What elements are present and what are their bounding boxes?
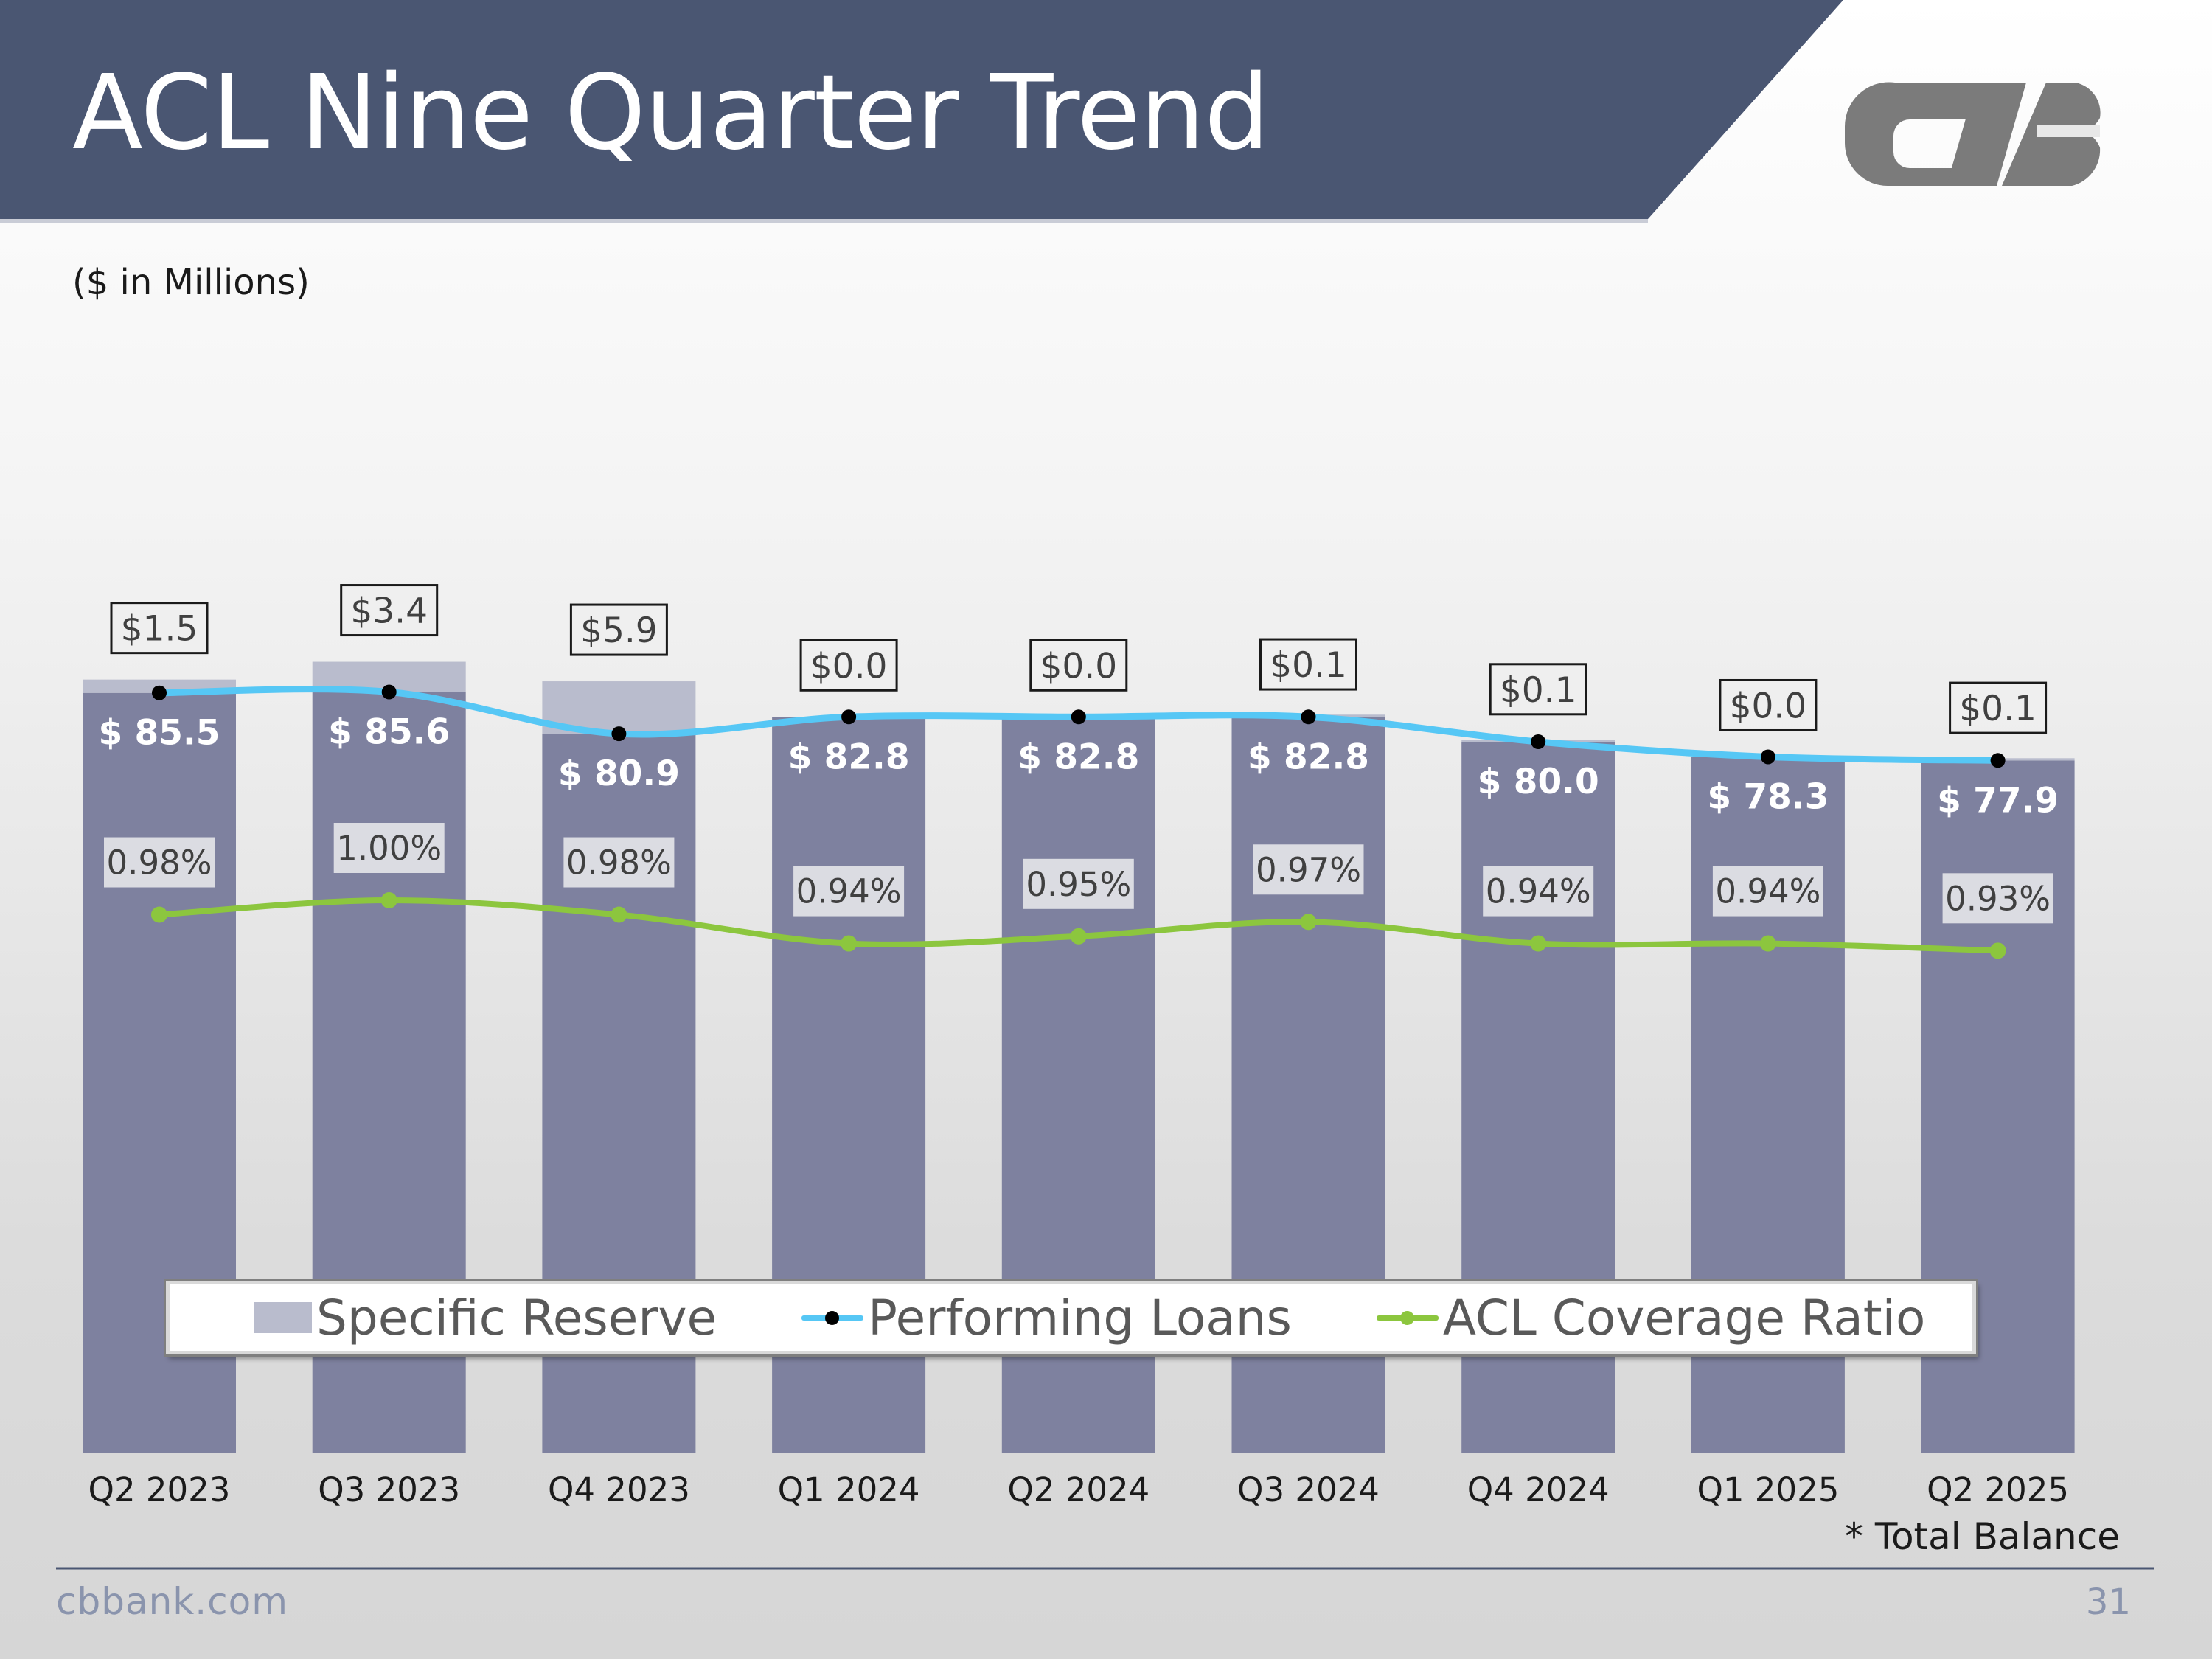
- units-note: ($ in Millions): [72, 262, 310, 303]
- performing-loans-data-label: $ 85.5: [98, 713, 220, 754]
- legend-label: Performing Loans: [868, 1289, 1292, 1346]
- acl-coverage-ratio-data-label: 0.94%: [1715, 872, 1820, 911]
- acl-ratio-label-box: [333, 823, 445, 873]
- performing-loans-point: [841, 709, 857, 725]
- acl-coverage-ratio-data-label: 0.93%: [1945, 879, 2051, 918]
- performing-loans-data-label: $ 80.9: [558, 754, 680, 794]
- legend-label: ACL Coverage Ratio: [1442, 1289, 1926, 1346]
- acl-ratio-label-box: [563, 837, 675, 888]
- acl-coverage-ratio-point: [380, 892, 397, 908]
- acl-coverage-ratio-point: [841, 935, 858, 952]
- acl-ratio-label-box: [104, 837, 215, 888]
- x-tick-label: Q3 2024: [1237, 1470, 1380, 1509]
- acl-ratio-label-box: [1253, 844, 1364, 895]
- specific-reserve-data-label: $5.9: [580, 611, 658, 651]
- performing-loans-point: [1301, 709, 1316, 725]
- specific-reserve-label-box: [1949, 681, 2048, 734]
- page-title: ACL Nine Quarter Trend: [72, 53, 1270, 173]
- chart: Q2 2023 Q3 2023 Q4 2023 Q1 2024 Q2 2024 Q3 20…: [83, 584, 2075, 1509]
- acl-coverage-ratio-point: [1759, 935, 1776, 952]
- specific-reserve-label-box: [1719, 678, 1818, 731]
- specific-reserve-data-label: $1.5: [121, 609, 198, 650]
- cvb-logo-icon: [1844, 82, 2101, 187]
- acl-ratio-label-box: [1712, 866, 1823, 917]
- acl-coverage-ratio-point: [1530, 935, 1547, 952]
- x-tick-label: Q1 2024: [778, 1470, 920, 1509]
- specific-reserve-data-label: $3.4: [350, 591, 428, 632]
- specific-reserve-data-label: $0.1: [1500, 670, 1577, 711]
- x-tick-label: Q4 2024: [1467, 1470, 1610, 1509]
- x-tick-label: Q1 2025: [1697, 1470, 1839, 1509]
- performing-loans-data-label: $ 77.9: [1937, 780, 2059, 821]
- header-band: [0, 0, 1843, 219]
- performing-loans-point: [381, 684, 397, 700]
- footnote: * Total Balance: [1845, 1515, 2120, 1558]
- line-marker-swatch-icon: [1376, 1302, 1439, 1333]
- specific-reserve-label-box: [1259, 638, 1357, 691]
- legend-item-acl-coverage-ratio: ACL Coverage Ratio: [1376, 1289, 1926, 1346]
- performing-loans-point: [1990, 753, 2006, 768]
- footer-url: cbbank.com: [56, 1580, 288, 1623]
- acl-ratio-label-box: [1483, 866, 1594, 917]
- legend-label: Specific Reserve: [316, 1289, 717, 1346]
- specific-reserve-data-label: $0.1: [1270, 645, 1347, 686]
- performing-loans-data-label: $ 78.3: [1707, 776, 1829, 817]
- acl-coverage-ratio-data-label: 0.97%: [1256, 850, 1361, 889]
- specific-reserve-swatch-icon: [254, 1302, 312, 1333]
- acl-coverage-ratio-data-label: 0.94%: [1486, 872, 1591, 911]
- acl-ratio-label-box: [793, 866, 905, 917]
- specific-reserve-data-label: $0.0: [810, 646, 888, 686]
- specific-reserve-label-box: [110, 602, 209, 655]
- x-tick-label: Q2 2024: [1007, 1470, 1150, 1509]
- x-tick-label: Q3 2023: [318, 1470, 460, 1509]
- x-tick-label: Q4 2023: [548, 1470, 690, 1509]
- specific-reserve-data-label: $0.0: [1040, 646, 1117, 686]
- specific-reserve-label-box: [1489, 663, 1587, 716]
- performing-loans-point: [1071, 709, 1086, 725]
- acl-coverage-ratio-data-label: 1.00%: [336, 829, 442, 868]
- specific-reserve-label-box: [340, 584, 439, 637]
- chart-legend: Specific Reserve Performing Loans ACL Co…: [164, 1279, 1978, 1357]
- performing-loans-point: [611, 726, 627, 742]
- legend-item-specific-reserve: Specific Reserve: [254, 1290, 717, 1346]
- specific-reserve-label-box: [569, 603, 668, 656]
- acl-coverage-ratio-point: [611, 906, 627, 923]
- acl-coverage-ratio-data-label: 0.95%: [1026, 865, 1131, 904]
- acl-coverage-ratio-point: [151, 906, 167, 923]
- performing-loans-point: [1760, 749, 1775, 765]
- performing-loans-data-label: $ 82.8: [1248, 737, 1369, 777]
- specific-reserve-label-box: [1029, 639, 1128, 692]
- acl-coverage-ratio-data-label: 0.94%: [796, 872, 902, 911]
- line-marker-swatch-icon: [801, 1302, 864, 1333]
- performing-loans-data-label: $ 82.8: [1018, 737, 1139, 777]
- acl-coverage-ratio-data-label: 0.98%: [107, 844, 212, 883]
- performing-loans-data-label: $ 80.0: [1478, 762, 1599, 802]
- x-tick-label: Q2 2023: [88, 1470, 231, 1509]
- legend-item-performing-loans: Performing Loans: [801, 1290, 1292, 1346]
- x-tick-label: Q2 2025: [1927, 1470, 2069, 1509]
- performing-loans-data-label: $ 85.6: [328, 712, 450, 753]
- specific-reserve-data-label: $0.0: [1730, 686, 1807, 726]
- acl-coverage-ratio-point: [1300, 914, 1317, 931]
- performing-loans-point: [1531, 734, 1546, 749]
- performing-loans-data-label: $ 82.8: [788, 737, 910, 777]
- performing-loans-point: [152, 685, 167, 700]
- page-number: 31: [2085, 1582, 2131, 1623]
- specific-reserve-label-box: [799, 639, 898, 692]
- acl-coverage-ratio-point: [1989, 942, 2006, 959]
- acl-ratio-label-box: [1023, 858, 1134, 909]
- acl-coverage-ratio-point: [1070, 928, 1087, 945]
- acl-coverage-ratio-data-label: 0.98%: [566, 844, 672, 883]
- specific-reserve-data-label: $0.1: [1959, 689, 2037, 729]
- acl-ratio-label-box: [1942, 873, 2053, 924]
